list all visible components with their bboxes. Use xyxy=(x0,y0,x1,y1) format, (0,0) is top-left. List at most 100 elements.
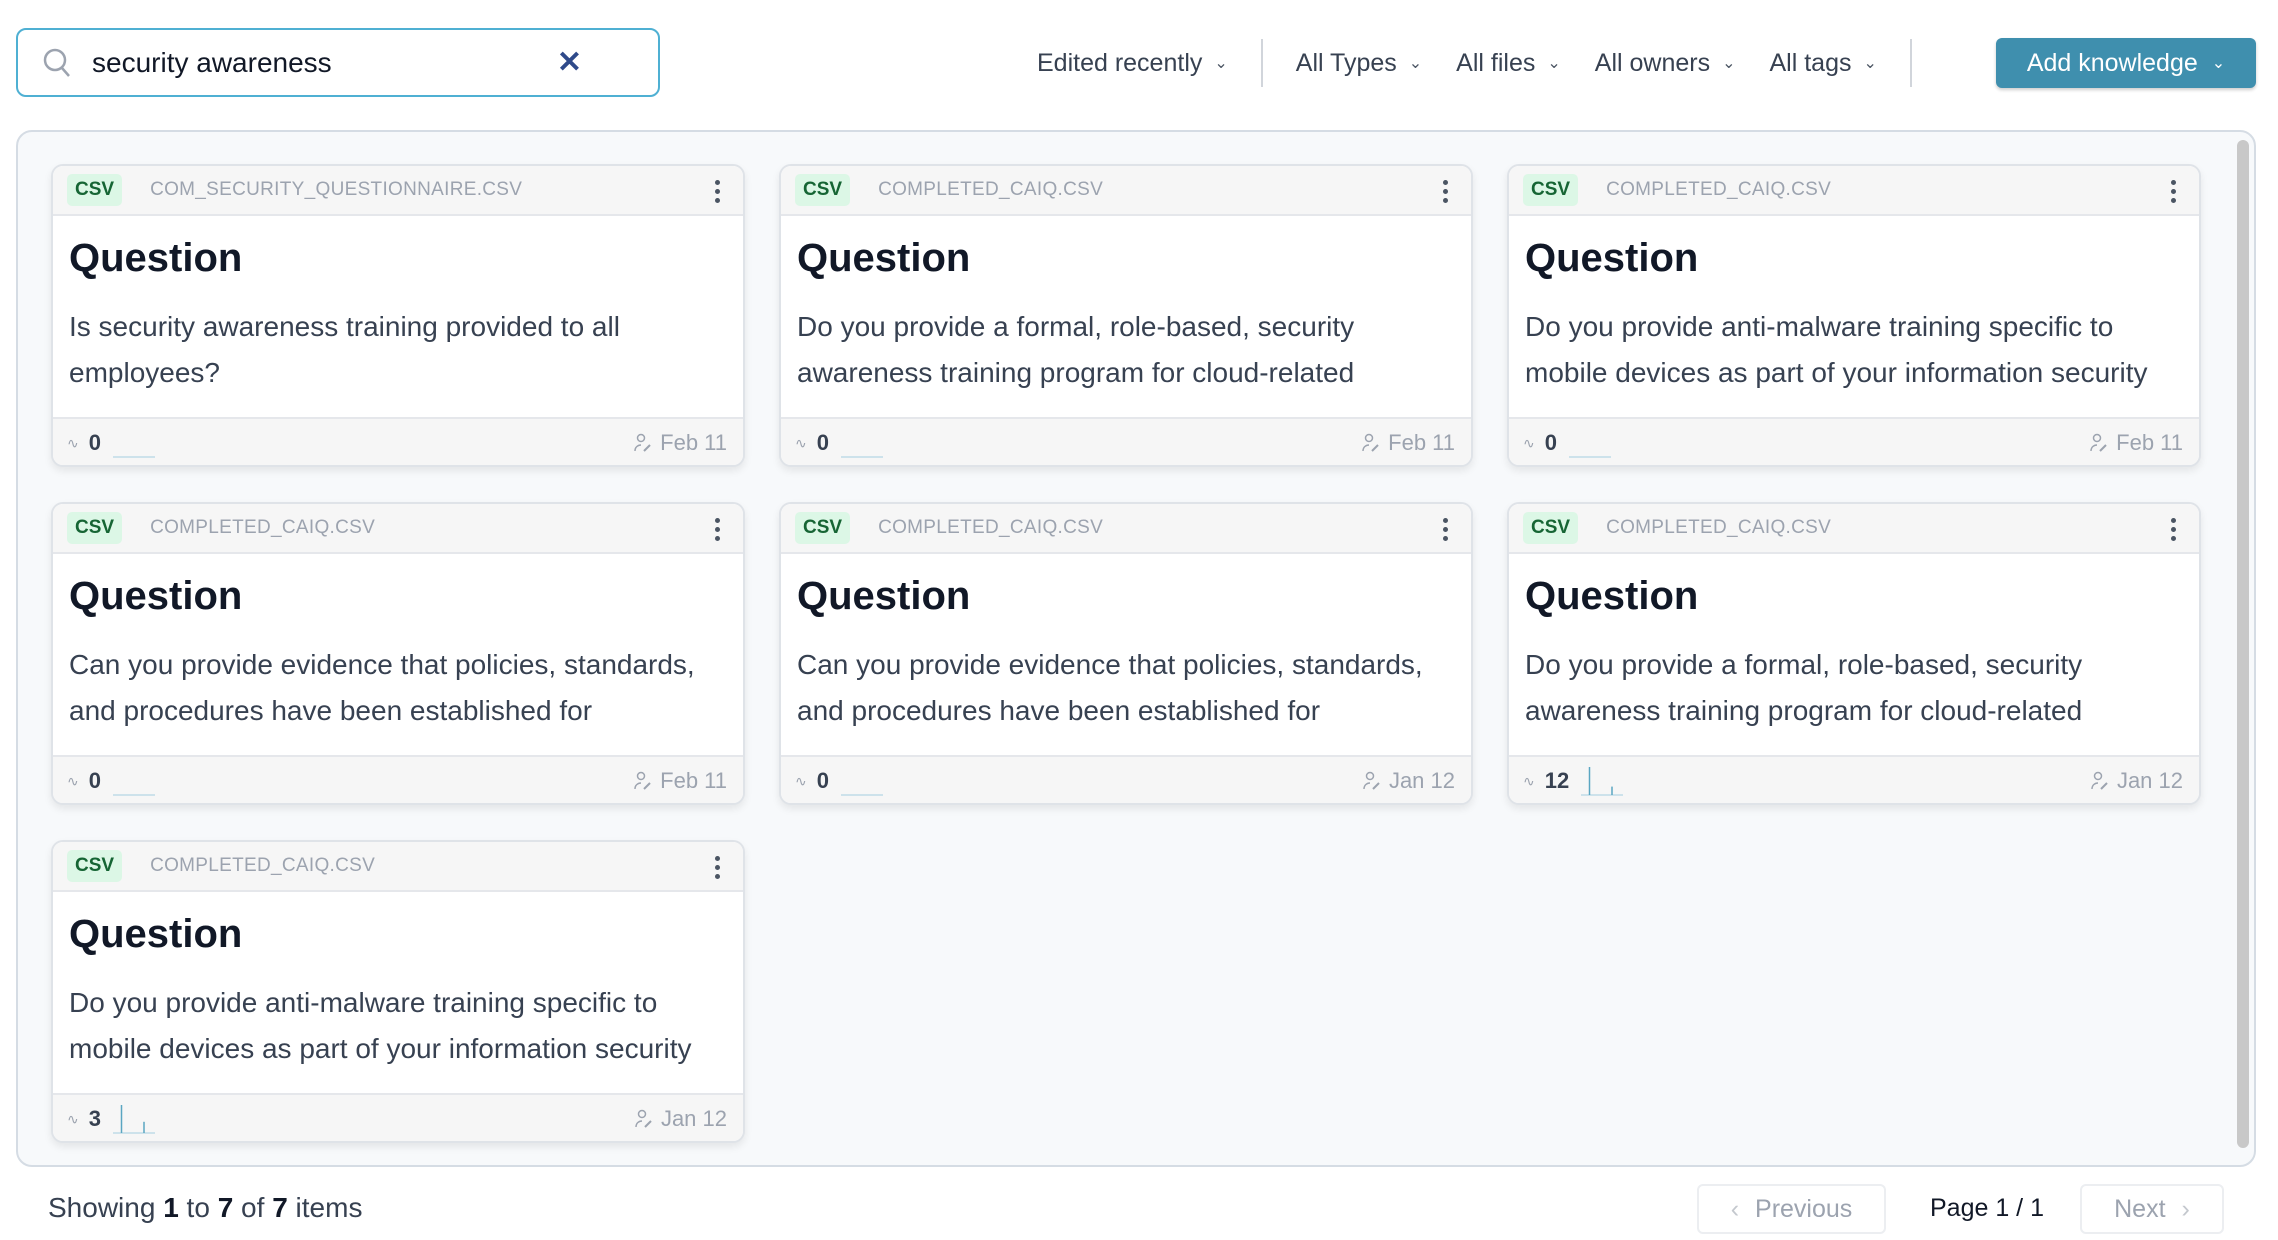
activity-icon: ∿ xyxy=(67,434,79,451)
more-options-icon[interactable] xyxy=(715,518,721,545)
showing-to: 7 xyxy=(217,1192,234,1223)
activity-icon: ∿ xyxy=(67,772,79,789)
chevron-down-icon: ⌄ xyxy=(1722,55,1736,72)
showing-prefix: Showing xyxy=(48,1192,156,1223)
knowledge-card[interactable]: CSV COMPLETED_CAIQ.CSV Question Do you p… xyxy=(779,164,1473,467)
card-text: Can you provide evidence that policies, … xyxy=(69,649,695,726)
search-value[interactable]: security awareness xyxy=(92,46,332,78)
file-type-badge: CSV xyxy=(67,850,123,882)
card-text: Do you provide a formal, role-based, sec… xyxy=(797,311,1355,388)
more-options-icon[interactable] xyxy=(715,856,721,883)
card-footer: ∿ 0 Feb 11 xyxy=(53,755,743,803)
divider xyxy=(1909,39,1912,87)
card-title: Question xyxy=(1525,574,1699,618)
add-knowledge-button[interactable]: Add knowledge ⌄ xyxy=(1996,38,2256,88)
showing-to-label: to xyxy=(186,1192,210,1223)
activity-icon: ∿ xyxy=(1523,434,1535,451)
showing-of-label: of xyxy=(241,1192,265,1223)
knowledge-card[interactable]: CSV COMPLETED_CAIQ.CSV Question Can you … xyxy=(779,502,1473,805)
activity-sparkline xyxy=(112,1105,155,1134)
activity-icon: ∿ xyxy=(795,434,807,451)
chevron-left-icon: ‹ xyxy=(1730,1194,1740,1223)
usage-count: 3 xyxy=(88,1106,101,1131)
card-footer: ∿ 0 Jan 12 xyxy=(781,755,1471,803)
user-edit-icon xyxy=(635,1109,652,1128)
card-header: CSV COMPLETED_CAIQ.CSV xyxy=(53,842,743,892)
more-options-icon[interactable] xyxy=(715,180,721,207)
activity-sparkline xyxy=(1568,456,1611,458)
search-input[interactable]: security awareness ✕ xyxy=(16,28,660,97)
sort-label: Edited recently xyxy=(1037,48,1203,77)
edited-date: Jan 12 xyxy=(635,1106,727,1132)
activity-icon: ∿ xyxy=(1523,772,1535,789)
card-footer: ∿ 0 Feb 11 xyxy=(781,417,1471,465)
user-edit-icon xyxy=(1363,771,1380,790)
close-icon[interactable]: ✕ xyxy=(556,46,582,79)
edited-date: Feb 11 xyxy=(634,768,727,794)
filter-bar: Edited recently ⌄ All Types ⌄ All files ⌄ A… xyxy=(1020,38,1928,88)
scrollbar[interactable] xyxy=(2237,140,2249,1148)
card-body: Question Do you provide a formal, role-b… xyxy=(781,216,1471,417)
more-options-icon[interactable] xyxy=(2171,518,2177,545)
activity-sparkline xyxy=(840,456,883,458)
tags-label: All tags xyxy=(1769,48,1852,77)
next-label: Next xyxy=(2114,1194,2166,1223)
showing-suffix: items xyxy=(295,1192,363,1223)
card-body: Question Can you provide evidence that p… xyxy=(53,554,743,755)
previous-label: Previous xyxy=(1755,1194,1853,1223)
user-edit-icon xyxy=(634,433,651,452)
files-label: All files xyxy=(1456,48,1536,77)
file-name: COMPLETED_CAIQ.CSV xyxy=(878,179,1104,200)
knowledge-card[interactable]: CSV COMPLETED_CAIQ.CSV Question Do you p… xyxy=(1507,164,2201,467)
card-body: Question Do you provide a formal, role-b… xyxy=(1509,554,2199,755)
files-dropdown[interactable]: All files ⌄ xyxy=(1439,49,1578,78)
card-header: CSV COMPLETED_CAIQ.CSV xyxy=(781,504,1471,554)
card-header: CSV COMPLETED_CAIQ.CSV xyxy=(53,504,743,554)
card-title: Question xyxy=(69,236,243,280)
edited-date: Jan 12 xyxy=(1363,768,1455,794)
types-dropdown[interactable]: All Types ⌄ xyxy=(1279,49,1439,78)
more-options-icon[interactable] xyxy=(1443,180,1449,207)
activity-sparkline xyxy=(112,456,155,458)
date-label: Feb 11 xyxy=(660,430,727,455)
knowledge-card[interactable]: CSV COM_SECURITY_QUESTIONNAIRE.CSV Quest… xyxy=(51,164,745,467)
user-edit-icon xyxy=(2090,433,2107,452)
file-name: COMPLETED_CAIQ.CSV xyxy=(1606,517,1832,538)
usage-count: 0 xyxy=(816,768,829,793)
add-knowledge-label: Add knowledge xyxy=(2026,48,2198,77)
card-title: Question xyxy=(69,912,243,956)
previous-button[interactable]: ‹ Previous xyxy=(1697,1184,1886,1234)
showing-from: 1 xyxy=(163,1192,179,1223)
knowledge-card[interactable]: CSV COMPLETED_CAIQ.CSV Question Can you … xyxy=(51,502,745,805)
chevron-right-icon: › xyxy=(2181,1194,2190,1223)
knowledge-card[interactable]: CSV COMPLETED_CAIQ.CSV Question Do you p… xyxy=(1507,502,2201,805)
file-name: COM_SECURITY_QUESTIONNAIRE.CSV xyxy=(150,179,523,200)
user-edit-icon xyxy=(2091,771,2108,790)
chevron-down-icon: ⌄ xyxy=(1863,55,1877,72)
activity-sparkline xyxy=(1581,767,1624,796)
card-header: CSV COMPLETED_CAIQ.CSV xyxy=(1509,504,2199,554)
file-type-badge: CSV xyxy=(67,174,123,206)
tags-dropdown[interactable]: All tags ⌄ xyxy=(1753,49,1894,78)
file-name: COMPLETED_CAIQ.CSV xyxy=(150,855,376,876)
card-text: Do you provide anti-malware training spe… xyxy=(69,987,692,1064)
owners-dropdown[interactable]: All owners ⌄ xyxy=(1578,49,1753,78)
sort-dropdown[interactable]: Edited recently ⌄ xyxy=(1020,49,1245,78)
date-label: Feb 11 xyxy=(1388,430,1455,455)
knowledge-card[interactable]: CSV COMPLETED_CAIQ.CSV Question Do you p… xyxy=(51,840,745,1143)
next-button[interactable]: Next › xyxy=(2080,1184,2224,1234)
more-options-icon[interactable] xyxy=(2171,180,2177,207)
card-title: Question xyxy=(797,574,971,618)
file-type-badge: CSV xyxy=(1523,174,1579,206)
card-footer: ∿ 0 Feb 11 xyxy=(1509,417,2199,465)
activity-sparkline xyxy=(112,794,155,796)
card-header: CSV COM_SECURITY_QUESTIONNAIRE.CSV xyxy=(53,166,743,216)
types-label: All Types xyxy=(1295,48,1397,77)
activity-sparkline xyxy=(840,794,883,796)
date-label: Jan 12 xyxy=(660,1106,727,1131)
more-options-icon[interactable] xyxy=(1443,518,1449,545)
card-body: Question Do you provide anti-malware tra… xyxy=(1509,216,2199,417)
chevron-down-icon: ⌄ xyxy=(1547,55,1561,72)
card-body: Question Is security awareness training … xyxy=(53,216,743,417)
file-name: COMPLETED_CAIQ.CSV xyxy=(1606,179,1832,200)
